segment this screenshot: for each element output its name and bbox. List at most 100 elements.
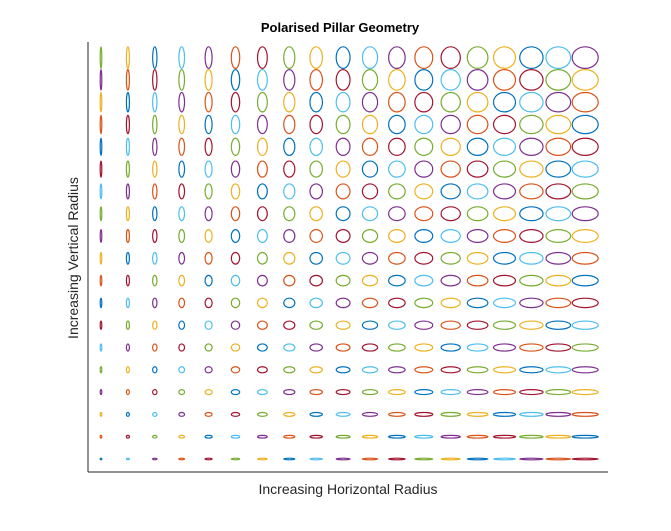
- pillar-ellipse-c11-r12: [361, 206, 379, 222]
- pillar-ellipse-c6-r1: [230, 457, 241, 461]
- pillar-ellipse-c7-r18: [256, 69, 268, 91]
- pillar-ellipse-c19-r2: [571, 434, 599, 439]
- pillar-ellipse-c3-r3: [152, 411, 158, 417]
- pillar-ellipse-c19-r10: [571, 251, 599, 265]
- pillar-ellipse-c10-r15: [335, 137, 351, 156]
- pillar-ellipse-c16-r2: [492, 434, 517, 439]
- pillar-ellipse-c10-r11: [335, 229, 351, 243]
- pillar-ellipse-c16-r3: [492, 411, 517, 417]
- pillar-ellipse-c8-r7: [283, 320, 296, 330]
- pillar-ellipse-c10-r8: [335, 297, 351, 309]
- pillar-ellipse-c11-r5: [361, 366, 379, 374]
- pillar-ellipse-c14-r1: [440, 457, 461, 461]
- pillar-ellipse-c12-r3: [388, 411, 406, 417]
- pillar-ellipse-c2-r8: [125, 297, 130, 309]
- pillar-ellipse-c7-r4: [256, 389, 268, 396]
- pillar-ellipse-c6-r2: [230, 434, 241, 439]
- pillar-ellipse-c3-r2: [152, 434, 158, 439]
- pillar-ellipse-c1-r13: [99, 183, 103, 200]
- pillar-ellipse-c16-r9: [492, 274, 517, 287]
- pillar-ellipse-c16-r11: [492, 229, 517, 243]
- pillar-ellipses: [99, 46, 599, 461]
- pillar-ellipse-c1-r2: [99, 434, 103, 439]
- pillar-ellipse-c14-r19: [440, 46, 461, 69]
- pillar-ellipse-c17-r13: [519, 183, 544, 200]
- pillar-ellipse-c9-r9: [309, 274, 324, 287]
- pillar-ellipse-c2-r1: [125, 457, 130, 461]
- pillar-ellipse-c14-r8: [440, 297, 461, 309]
- pillar-ellipse-c8-r12: [283, 206, 296, 222]
- pillar-ellipse-c9-r6: [309, 343, 324, 352]
- pillar-ellipse-c11-r7: [361, 320, 379, 330]
- pillar-ellipse-c15-r15: [466, 137, 489, 156]
- pillar-ellipse-c13-r7: [414, 320, 434, 330]
- pillar-ellipse-c13-r8: [414, 297, 434, 309]
- pillar-ellipse-c18-r16: [545, 114, 572, 135]
- pillar-ellipse-c10-r17: [335, 91, 351, 113]
- pillar-ellipse-c15-r7: [466, 320, 489, 330]
- pillar-ellipse-c4-r8: [178, 297, 186, 309]
- pillar-ellipse-c9-r3: [309, 411, 324, 417]
- pillar-ellipse-c4-r16: [178, 114, 186, 135]
- pillar-ellipse-c13-r9: [414, 274, 434, 287]
- pillar-ellipse-c4-r18: [178, 69, 186, 91]
- pillar-ellipse-c8-r17: [283, 91, 296, 113]
- pillar-ellipse-c10-r13: [335, 183, 351, 200]
- pillar-ellipse-c8-r10: [283, 251, 296, 265]
- pillar-ellipse-c17-r4: [519, 389, 544, 396]
- pillar-ellipse-c19-r12: [571, 206, 599, 222]
- pillar-ellipse-c10-r5: [335, 366, 351, 374]
- pillar-ellipse-c5-r18: [204, 69, 213, 91]
- pillar-ellipse-c2-r17: [125, 91, 130, 113]
- pillar-ellipse-c14-r6: [440, 343, 461, 352]
- pillar-ellipse-c10-r4: [335, 389, 351, 396]
- pillar-ellipse-c11-r4: [361, 389, 379, 396]
- pillar-ellipse-c8-r14: [283, 160, 296, 178]
- pillar-ellipse-c3-r11: [152, 229, 158, 243]
- pillar-ellipse-c9-r5: [309, 366, 324, 374]
- pillar-ellipse-c17-r12: [519, 206, 544, 222]
- pillar-ellipse-c3-r14: [152, 160, 158, 178]
- pillar-ellipse-c18-r19: [545, 46, 572, 69]
- pillar-ellipse-c18-r3: [545, 411, 572, 417]
- pillar-ellipse-c7-r9: [256, 274, 268, 287]
- pillar-ellipse-c8-r3: [283, 411, 296, 417]
- pillar-ellipse-c14-r11: [440, 229, 461, 243]
- pillar-ellipse-c18-r9: [545, 274, 572, 287]
- pillar-ellipse-c18-r6: [545, 343, 572, 352]
- pillar-ellipse-c12-r14: [388, 160, 406, 178]
- pillar-ellipse-c3-r5: [152, 366, 158, 374]
- pillar-ellipse-c17-r16: [519, 114, 544, 135]
- pillar-ellipse-c2-r5: [125, 366, 130, 374]
- pillar-ellipse-c7-r17: [256, 91, 268, 113]
- pillar-ellipse-c1-r4: [99, 389, 103, 396]
- pillar-ellipse-c4-r4: [178, 389, 186, 396]
- pillar-ellipse-c7-r7: [256, 320, 268, 330]
- pillar-ellipse-c15-r19: [466, 46, 489, 69]
- pillar-ellipse-c9-r16: [309, 114, 324, 135]
- pillar-ellipse-c12-r16: [388, 114, 406, 135]
- pillar-ellipse-c9-r10: [309, 251, 324, 265]
- pillar-ellipse-c13-r12: [414, 206, 434, 222]
- pillar-ellipse-c2-r10: [125, 251, 130, 265]
- pillar-ellipse-c1-r9: [99, 274, 103, 287]
- pillar-ellipse-c11-r11: [361, 229, 379, 243]
- pillar-ellipse-c12-r6: [388, 343, 406, 352]
- pillar-ellipse-c5-r3: [204, 411, 213, 417]
- pillar-ellipse-c5-r19: [204, 46, 213, 69]
- pillar-ellipse-c4-r17: [178, 91, 186, 113]
- pillar-ellipse-c11-r18: [361, 69, 379, 91]
- pillar-ellipse-c17-r10: [519, 251, 544, 265]
- pillar-ellipse-c13-r19: [414, 46, 434, 69]
- pillar-ellipse-c8-r18: [283, 69, 296, 91]
- pillar-ellipse-c1-r7: [99, 320, 103, 330]
- pillar-ellipse-c18-r2: [545, 434, 572, 439]
- pillar-ellipse-c2-r4: [125, 389, 130, 396]
- pillar-ellipse-c9-r18: [309, 69, 324, 91]
- pillar-ellipse-c3-r6: [152, 343, 158, 352]
- pillar-ellipse-c3-r8: [152, 297, 158, 309]
- pillar-ellipse-c6-r13: [230, 183, 241, 200]
- pillar-ellipse-c12-r2: [388, 434, 406, 439]
- pillar-ellipse-c2-r2: [125, 434, 130, 439]
- pillar-ellipse-c8-r4: [283, 389, 296, 396]
